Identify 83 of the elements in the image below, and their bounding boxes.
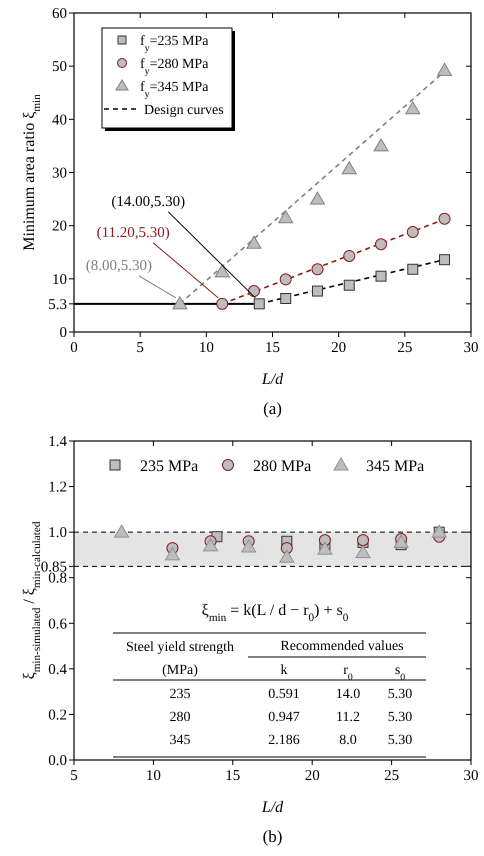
point (280, 273, 292, 286)
y-tick-label: 10 (52, 272, 67, 288)
point (312, 286, 323, 297)
annotation: (14.00,5.30) (111, 194, 186, 210)
x-tick-label: 25 (397, 340, 412, 356)
y-tick-label: 0.4 (48, 662, 68, 678)
annotation: 5.30 (388, 733, 412, 748)
annotation: 280 (170, 710, 190, 725)
legend-label: f$_{y}$=235 MPa (140, 34, 210, 54)
y-tick-label: 60 (52, 6, 67, 22)
annotation: (MPa) (162, 663, 198, 678)
point (280, 293, 292, 304)
x-tick-label: 0 (70, 340, 78, 356)
point (311, 263, 324, 276)
x-tick-label: 15 (225, 768, 240, 784)
text: (b) (262, 827, 282, 846)
legend-label: Design curves (144, 103, 224, 118)
x-tick-label: 30 (464, 768, 478, 784)
annotation: Steel yield strength (126, 640, 234, 655)
legend-label: 345 MPa (366, 458, 424, 475)
x-tick-label: 30 (464, 340, 478, 356)
point (438, 212, 451, 225)
annotation: (11.20,5.30) (96, 224, 170, 241)
point (407, 264, 418, 275)
text: (a) (263, 399, 282, 418)
annotation: 11.2 (336, 710, 360, 725)
point (439, 254, 450, 266)
x-axis-title: L/d (260, 799, 284, 816)
annotation: 8.0 (339, 733, 357, 748)
annotation: 14.0 (336, 687, 360, 702)
point (375, 238, 388, 250)
x-tick-label: 10 (146, 768, 161, 784)
x-tick-label: 5 (70, 768, 78, 784)
legend-label: f$_{y}$=280 MPa (140, 57, 210, 76)
annotation: 0.591 (268, 687, 300, 702)
annotation: 345 (170, 733, 190, 748)
y-tick-label: 30 (52, 166, 67, 182)
y-tick-label: 5.3 (48, 296, 67, 313)
x-tick-label: 25 (384, 768, 400, 784)
x-tick-label: 20 (331, 340, 346, 356)
point (406, 226, 419, 238)
y-tick-label: 0.0 (48, 753, 67, 769)
point (248, 285, 260, 298)
point (342, 161, 357, 174)
annotation: k (280, 663, 288, 678)
x-tick-label: 15 (265, 340, 280, 356)
point (405, 101, 420, 114)
x-tick-label: 10 (198, 340, 214, 356)
x-axis-title: L/d (260, 371, 284, 388)
point (172, 296, 188, 310)
annotation: 2.186 (268, 733, 300, 748)
point (214, 264, 230, 278)
annotation: ξ$_{min}$ = k(L / d − r$_{0}$) + s$_{0}$ (202, 602, 349, 624)
point (343, 250, 356, 262)
y-tick-label: 1.4 (48, 434, 68, 450)
y-tick-label: 1.2 (48, 480, 67, 496)
legend-label: 235 MPa (140, 458, 198, 475)
point (254, 298, 265, 310)
y-tick-label: 1.0 (48, 525, 67, 542)
y-tick-label: 0.2 (48, 707, 67, 724)
legend-label: f$_{y}$=345 MPa (140, 80, 210, 100)
point (437, 62, 452, 76)
annotation: 5.30 (388, 687, 412, 702)
x-tick-label: 5 (136, 340, 144, 356)
annotation: (8.00,5.30) (86, 258, 152, 274)
point (376, 270, 387, 282)
y-tick-label: 20 (52, 218, 67, 235)
y-tick-label: 0.6 (48, 616, 68, 632)
point (216, 298, 228, 310)
y-tick-label: 0 (60, 325, 67, 341)
annotation: 0.947 (268, 710, 300, 725)
point (374, 138, 389, 152)
legend-label: 280 MPa (253, 458, 312, 475)
point (344, 280, 355, 291)
y-tick-label: 50 (52, 59, 67, 76)
point (278, 210, 294, 224)
annotation: Recommended values (280, 639, 404, 654)
point (246, 236, 262, 249)
point (310, 192, 325, 205)
x-tick-label: 20 (304, 768, 320, 784)
annotation: 235 (170, 687, 190, 702)
annotation: 5.30 (388, 710, 412, 725)
y-tick-label: 40 (52, 112, 67, 128)
